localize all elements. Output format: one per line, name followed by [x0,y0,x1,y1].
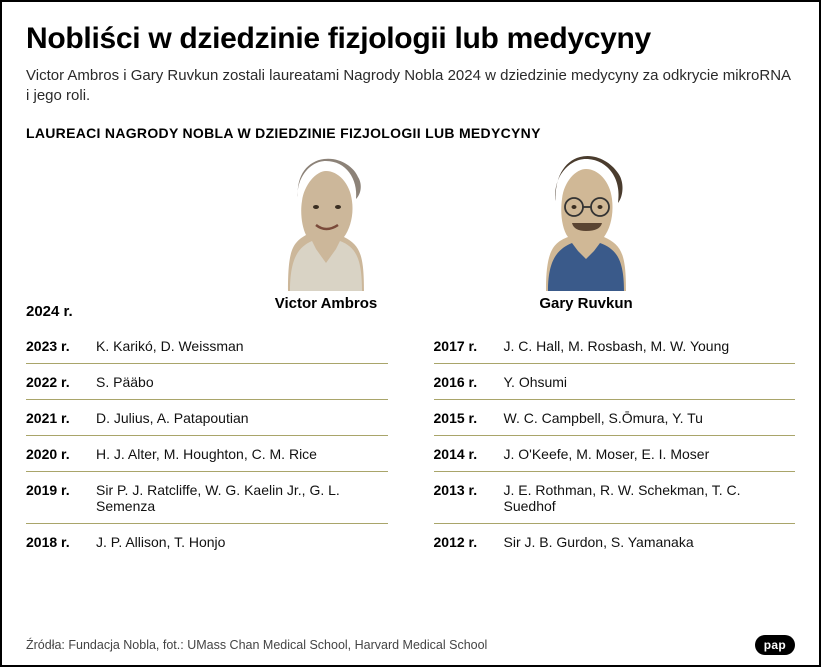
entry-year: 2022 r. [26,374,96,390]
list-item: 2012 r.Sir J. B. Gurdon, S. Yamanaka [434,524,796,559]
headline: Nobliści w dziedzinie fizjologii lub med… [26,22,795,56]
entry-names: S. Pääbo [96,374,154,390]
laureates-columns: 2023 r.K. Karikó, D. Weissman 2022 r.S. … [26,328,795,559]
entry-names: J. P. Allison, T. Honjo [96,534,225,550]
entry-year: 2023 r. [26,338,96,354]
entry-year: 2016 r. [434,374,504,390]
list-item: 2017 r.J. C. Hall, M. Rosbash, M. W. You… [434,328,796,364]
list-item: 2014 r.J. O'Keefe, M. Moser, E. I. Moser [434,436,796,472]
entry-year: 2015 r. [434,410,504,426]
entry-year: 2017 r. [434,338,504,354]
entry-names: D. Julius, A. Patapoutian [96,410,249,426]
column-left: 2023 r.K. Karikó, D. Weissman 2022 r.S. … [26,328,388,559]
entry-year: 2021 r. [26,410,96,426]
list-item: 2023 r.K. Karikó, D. Weissman [26,328,388,364]
list-item: 2020 r.H. J. Alter, M. Houghton, C. M. R… [26,436,388,472]
entry-year: 2012 r. [434,534,504,550]
column-right: 2017 r.J. C. Hall, M. Rosbash, M. W. You… [434,328,796,559]
portraits-row: Victor Ambros Gary Ruvkun [96,151,656,312]
portrait-block-ambros: Victor Ambros [256,151,396,312]
footer-row: Źródła: Fundacja Nobla, fot.: UMass Chan… [26,635,795,655]
list-item: 2016 r.Y. Ohsumi [434,364,796,400]
entry-names: W. C. Campbell, S.Ōmura, Y. Tu [504,410,703,426]
entry-names: Sir P. J. Ratcliffe, W. G. Kaelin Jr., G… [96,482,388,514]
entry-year: 2019 r. [26,482,96,498]
portrait-name-ruvkun: Gary Ruvkun [539,295,632,312]
entry-names: Sir J. B. Gurdon, S. Yamanaka [504,534,694,550]
entry-names: J. C. Hall, M. Rosbash, M. W. Young [504,338,730,354]
section-title: LAUREACI NAGRODY NOBLA W DZIEDZINIE FIZJ… [26,125,795,141]
entry-names: H. J. Alter, M. Houghton, C. M. Rice [96,446,317,462]
list-item: 2013 r.J. E. Rothman, R. W. Schekman, T.… [434,472,796,524]
portrait-name-ambros: Victor Ambros [275,295,378,312]
entry-year: 2018 r. [26,534,96,550]
entry-names: Y. Ohsumi [504,374,568,390]
portrait-block-ruvkun: Gary Ruvkun [516,151,656,312]
list-item: 2019 r.Sir P. J. Ratcliffe, W. G. Kaelin… [26,472,388,524]
entry-year: 2020 r. [26,446,96,462]
portrait-image-ruvkun [528,151,644,291]
entry-names: J. E. Rothman, R. W. Schekman, T. C. Sue… [504,482,796,514]
entry-names: K. Karikó, D. Weissman [96,338,244,354]
entry-names: J. O'Keefe, M. Moser, E. I. Moser [504,446,710,462]
source-line: Źródła: Fundacja Nobla, fot.: UMass Chan… [26,638,487,652]
entry-year: 2014 r. [434,446,504,462]
list-item: 2015 r.W. C. Campbell, S.Ōmura, Y. Tu [434,400,796,436]
lead-year: 2024 r. [26,303,96,320]
list-item: 2022 r.S. Pääbo [26,364,388,400]
entry-year: 2013 r. [434,482,504,498]
portrait-image-ambros [268,151,384,291]
list-item: 2018 r.J. P. Allison, T. Honjo [26,524,388,559]
pap-badge: pap [755,635,795,655]
list-item: 2021 r.D. Julius, A. Patapoutian [26,400,388,436]
subhead: Victor Ambros i Gary Ruvkun zostali laur… [26,66,795,107]
